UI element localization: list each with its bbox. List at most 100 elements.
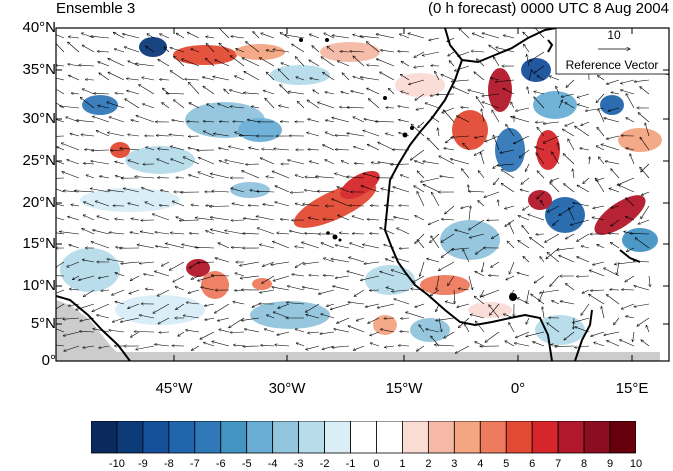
wind-vector bbox=[165, 243, 185, 249]
wind-vector bbox=[341, 161, 350, 165]
wind-vector bbox=[445, 301, 455, 305]
wind-vector bbox=[113, 32, 125, 39]
wind-vector bbox=[67, 160, 80, 165]
wind-vector bbox=[363, 130, 380, 137]
wind-vector bbox=[68, 42, 80, 53]
colorbar-label: 2 bbox=[425, 458, 432, 470]
wind-vector bbox=[295, 175, 305, 179]
shade-blob bbox=[533, 91, 577, 119]
wind-vector bbox=[217, 28, 230, 39]
wind-vector bbox=[273, 50, 290, 53]
wind-vector bbox=[309, 60, 320, 67]
wind-vector bbox=[109, 330, 125, 333]
wind-vector bbox=[302, 287, 320, 291]
shade-blob bbox=[495, 128, 525, 172]
wind-vector bbox=[494, 177, 500, 185]
wind-vector bbox=[527, 54, 530, 67]
wind-vector bbox=[399, 34, 410, 39]
wind-vector bbox=[415, 216, 425, 221]
wind-vector bbox=[360, 77, 380, 81]
wind-vector bbox=[188, 175, 200, 179]
wind-vector bbox=[232, 203, 245, 207]
wind-vector bbox=[415, 303, 425, 307]
wind-vector bbox=[350, 243, 365, 249]
wind-vector bbox=[307, 100, 320, 109]
wind-vector bbox=[489, 275, 500, 276]
colorbar-label: 3 bbox=[451, 458, 458, 470]
wind-vector bbox=[260, 289, 275, 293]
wind-vector bbox=[485, 331, 500, 342]
wind-vector bbox=[241, 317, 260, 321]
shade-blob bbox=[452, 110, 488, 150]
wind-vector bbox=[564, 331, 575, 340]
lat-label: 30°N bbox=[22, 110, 56, 127]
wind-vector bbox=[231, 247, 245, 248]
shade-blob bbox=[600, 95, 624, 115]
shade-blob bbox=[173, 45, 237, 65]
wind-vector bbox=[183, 157, 200, 165]
wind-vector bbox=[115, 302, 125, 305]
wind-vector bbox=[285, 35, 305, 39]
wind-vector bbox=[308, 119, 320, 123]
wind-vector bbox=[441, 233, 455, 242]
wind-vector bbox=[607, 341, 620, 347]
wind-vector bbox=[506, 275, 515, 280]
wind-vector bbox=[354, 289, 365, 296]
wind-vector bbox=[349, 257, 365, 263]
wind-vector bbox=[170, 71, 185, 81]
wind-vector bbox=[236, 49, 245, 53]
shade-blob bbox=[186, 259, 210, 277]
wind-vector bbox=[139, 315, 155, 319]
wind-vector bbox=[386, 287, 395, 291]
wind-vector bbox=[262, 149, 275, 150]
wind-vector bbox=[201, 287, 215, 291]
colorbar-box bbox=[453, 421, 481, 454]
wind-vector bbox=[279, 106, 290, 109]
wind-vector bbox=[126, 79, 140, 81]
wind-vector bbox=[470, 315, 485, 319]
wind-vector bbox=[515, 331, 530, 338]
lon-label: 15°E bbox=[615, 380, 649, 397]
lat-label: 35°N bbox=[22, 61, 56, 78]
wind-vector bbox=[537, 76, 545, 81]
wind-vector bbox=[550, 275, 560, 287]
wind-vector bbox=[505, 205, 515, 209]
wind-vector bbox=[640, 167, 650, 179]
wind-vector bbox=[233, 345, 245, 346]
wind-vector bbox=[482, 261, 485, 272]
wind-vector bbox=[564, 184, 575, 193]
wind-vector bbox=[626, 94, 635, 109]
wind-vector bbox=[539, 289, 545, 302]
wind-vector bbox=[354, 163, 365, 164]
wind-vector bbox=[413, 275, 425, 282]
wind-vector bbox=[191, 345, 200, 351]
wind-vector bbox=[253, 32, 260, 39]
wind-vector bbox=[475, 247, 485, 254]
wind-vector bbox=[604, 268, 620, 277]
wind-vector bbox=[585, 107, 605, 111]
wind-vector bbox=[536, 153, 545, 165]
wind-vector bbox=[218, 104, 230, 109]
wind-vector bbox=[231, 36, 245, 39]
wind-vector bbox=[543, 135, 560, 143]
wind-vector bbox=[530, 237, 545, 249]
wind-vector bbox=[249, 148, 260, 151]
wind-vector bbox=[120, 148, 140, 151]
wind-vector bbox=[56, 289, 65, 294]
wind-vector bbox=[68, 303, 80, 306]
axis-ticks bbox=[56, 27, 669, 362]
wind-vector bbox=[547, 323, 560, 333]
wind-vector bbox=[576, 276, 590, 277]
coastline-africa bbox=[383, 59, 553, 361]
wind-vector bbox=[156, 135, 170, 136]
wind-vector bbox=[146, 46, 155, 53]
wind-vector bbox=[550, 177, 560, 181]
wind-vector bbox=[545, 233, 560, 242]
wind-vector bbox=[573, 203, 590, 207]
wind-vector bbox=[356, 317, 365, 321]
wind-vector bbox=[289, 231, 305, 235]
wind-vector bbox=[147, 34, 155, 39]
wind-vector bbox=[526, 289, 530, 303]
wind-vector bbox=[400, 74, 410, 81]
wind-vector bbox=[135, 177, 155, 179]
